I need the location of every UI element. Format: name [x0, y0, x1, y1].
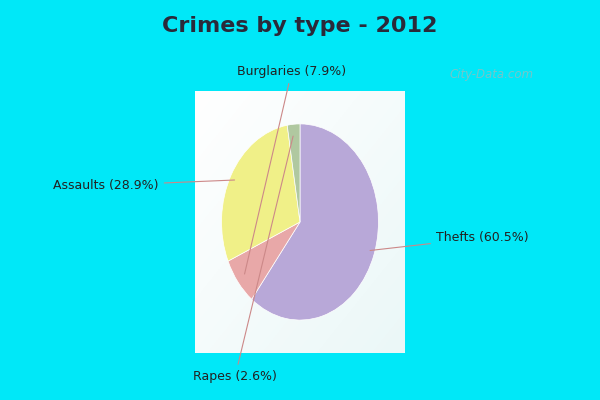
Text: Burglaries (7.9%): Burglaries (7.9%) — [237, 65, 346, 274]
Wedge shape — [228, 222, 300, 299]
Wedge shape — [287, 124, 300, 222]
Text: Assaults (28.9%): Assaults (28.9%) — [53, 179, 235, 192]
Text: Crimes by type - 2012: Crimes by type - 2012 — [163, 16, 437, 36]
Wedge shape — [251, 124, 379, 320]
Wedge shape — [221, 125, 300, 261]
Text: Rapes (2.6%): Rapes (2.6%) — [193, 136, 293, 383]
Text: Thefts (60.5%): Thefts (60.5%) — [370, 231, 529, 250]
Text: City-Data.com: City-Data.com — [450, 68, 534, 81]
